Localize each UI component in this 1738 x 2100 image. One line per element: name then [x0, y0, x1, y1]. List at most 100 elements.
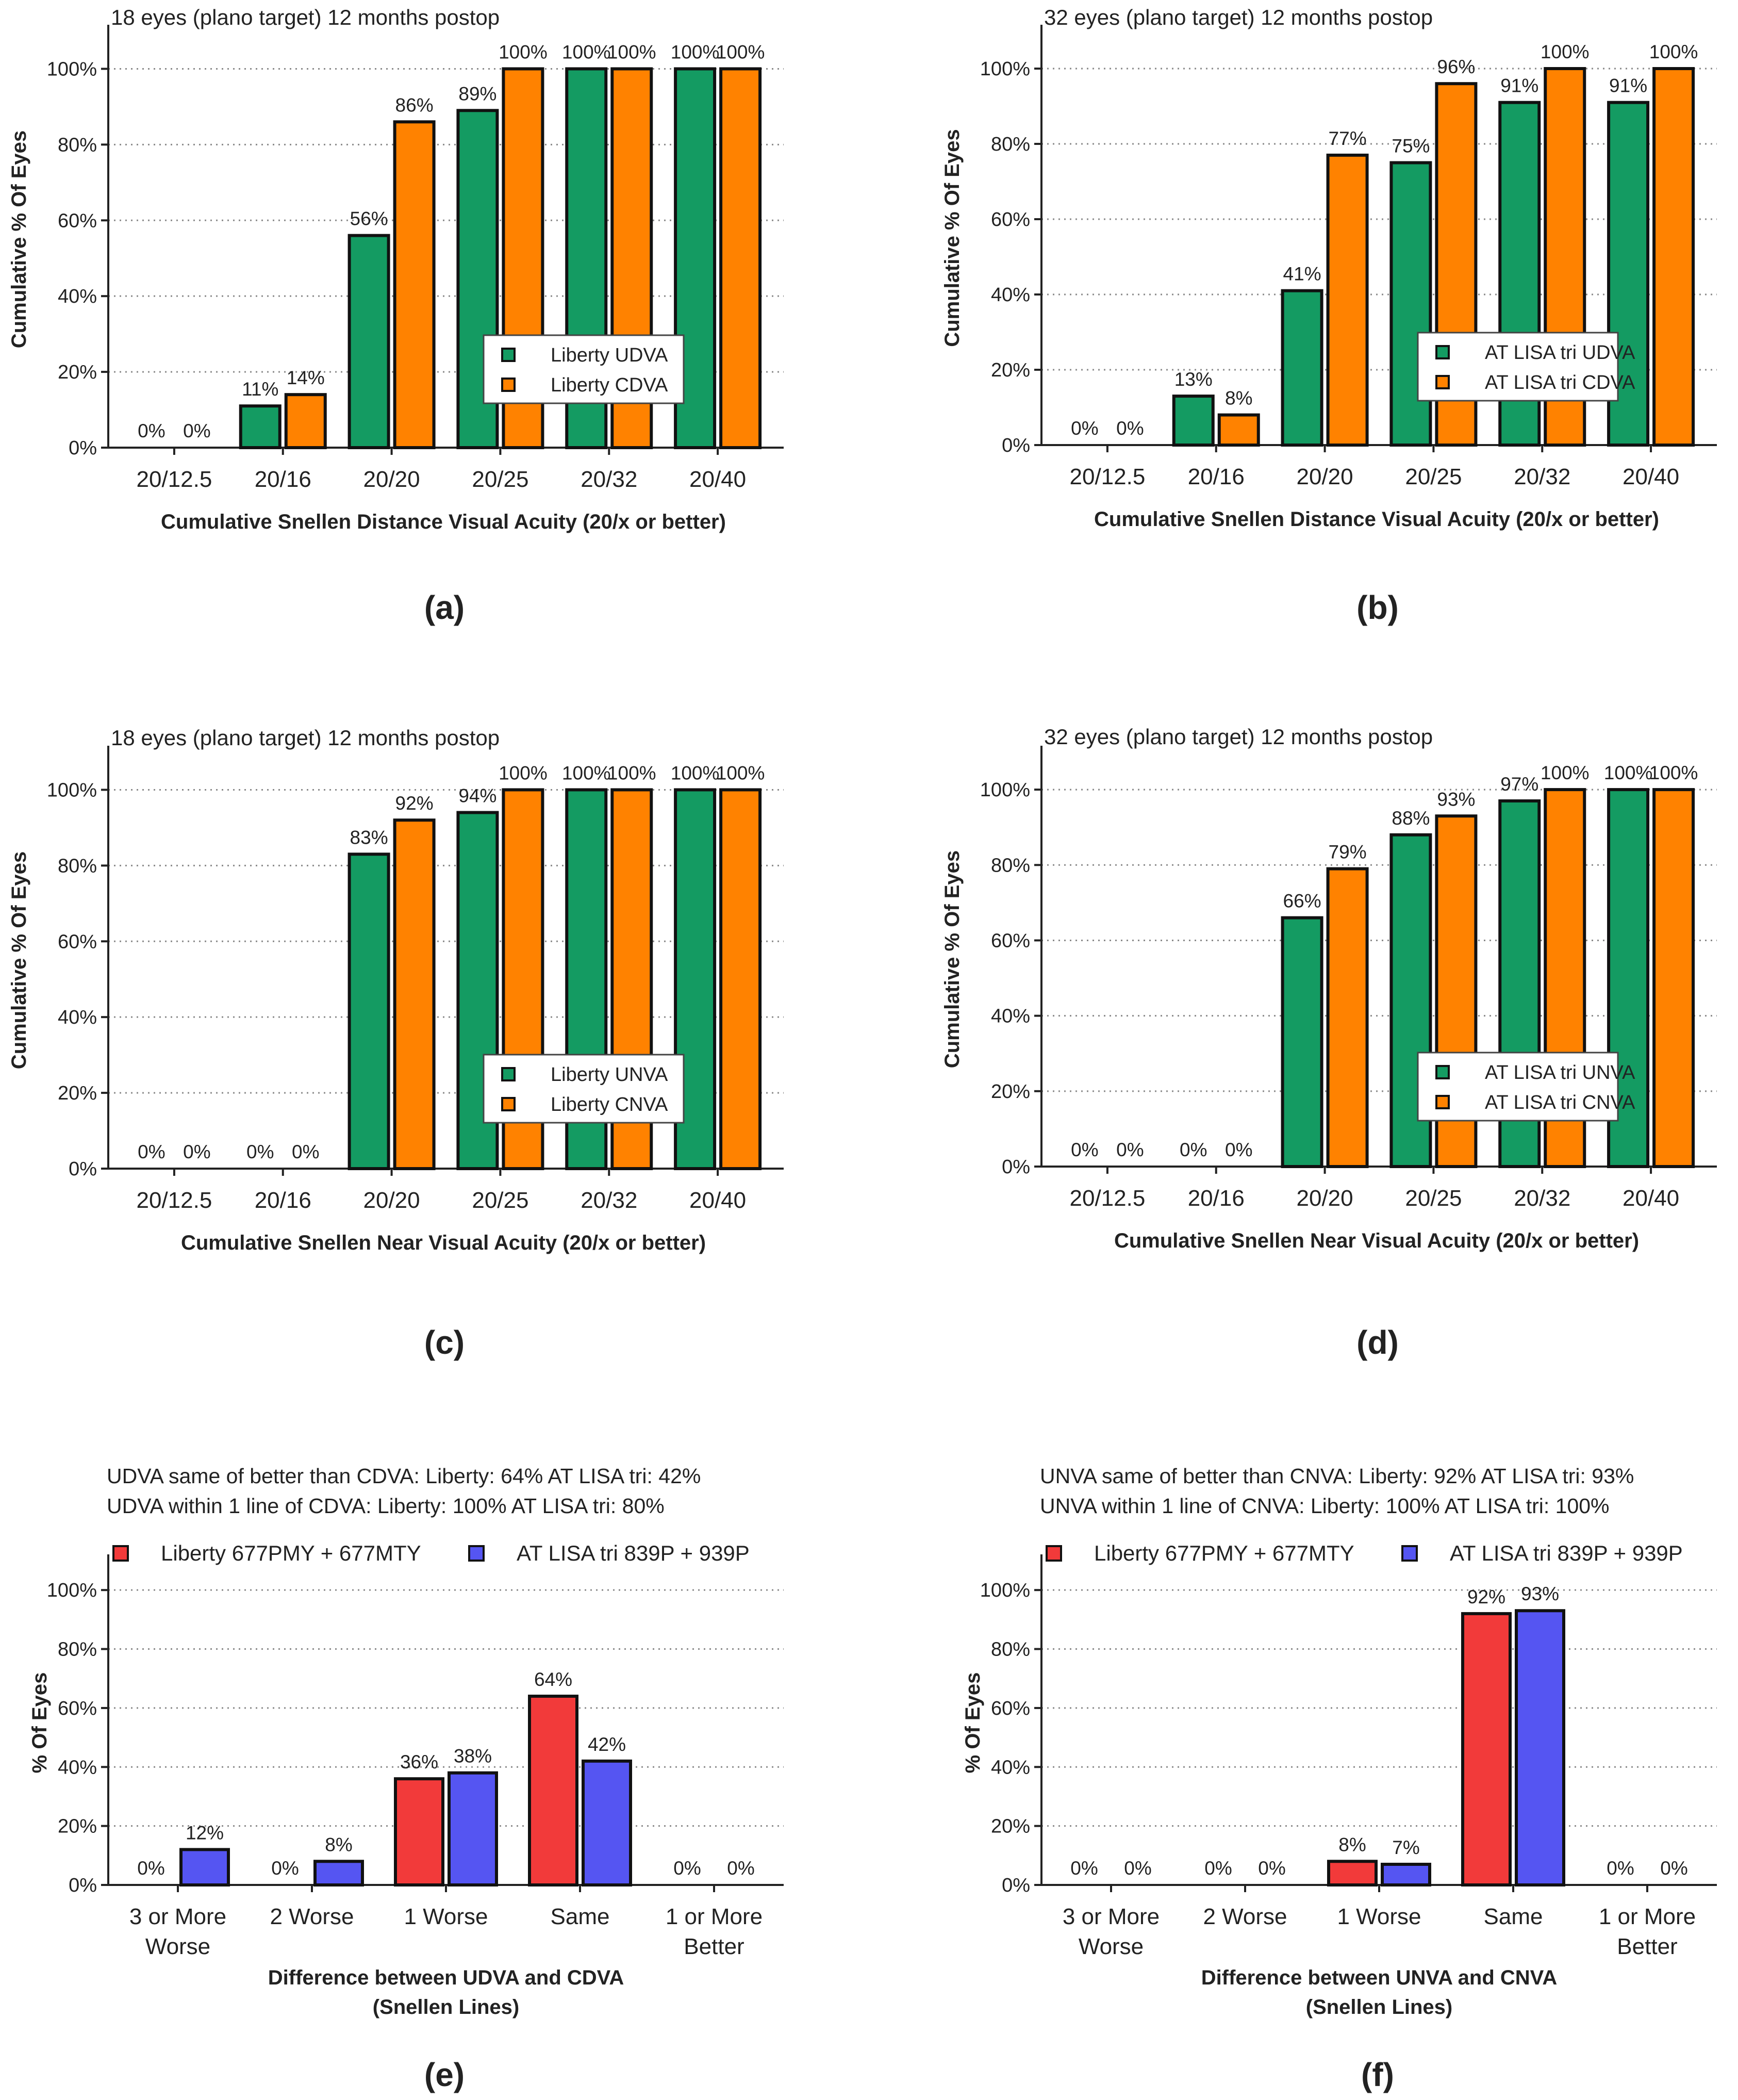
summary-note: UNVA within 1 line of CNVA: Liberty: 100… [1040, 1494, 1610, 1518]
data-label: 0% [138, 1141, 165, 1162]
x-tick-label: 20/12.5 [137, 467, 212, 492]
data-label: 11% [242, 379, 278, 400]
y-axis-label: Cumulative % Of Eyes [941, 850, 964, 1068]
y-tick-label: 60% [58, 210, 97, 232]
x-tick-label: 1 Worse [1337, 1904, 1421, 1929]
bar-liberty-udva [239, 404, 282, 450]
legend-swatch [1435, 345, 1450, 359]
y-tick-label: 60% [991, 209, 1030, 231]
x-axis-label: Cumulative Snellen Distance Visual Acuit… [161, 511, 726, 533]
x-tick-label: 20/20 [1297, 1186, 1353, 1211]
data-label: 100% [1649, 762, 1698, 783]
legend-label: AT LISA tri 839P + 939P [1450, 1541, 1683, 1565]
data-label: 100% [562, 41, 611, 62]
data-label: 93% [1521, 1583, 1559, 1604]
data-label: 0% [1607, 1858, 1634, 1879]
data-label: 7% [1392, 1837, 1419, 1858]
x-tick-label: 20/25 [1405, 1186, 1462, 1211]
data-label: 41% [1283, 264, 1321, 285]
legend-label: Liberty 677PMY + 677MTY [1094, 1541, 1354, 1565]
panel-label: (c) [424, 1324, 465, 1361]
data-label: 100% [1604, 762, 1653, 783]
y-tick-label: 80% [58, 855, 97, 877]
data-label: 100% [671, 762, 720, 783]
y-tick-label: 0% [69, 1158, 97, 1180]
data-label: 0% [138, 420, 165, 441]
x-tick-label: 20/40 [1623, 1186, 1679, 1211]
data-label: 83% [350, 827, 388, 848]
bar-at-lisa-tri-unva [1281, 916, 1323, 1168]
y-tick-label: 100% [980, 58, 1030, 80]
y-tick-label: 80% [991, 1639, 1030, 1661]
bar-at-lisa-tri-839p-939p [1515, 1609, 1565, 1886]
x-tick-label: 20/16 [255, 1188, 311, 1213]
data-label: 0% [1225, 1139, 1252, 1160]
chart-panel-a: 0% 20% 40% 60% 80% 100% 20/12.5 20/16 20/20 20/25… [8, 5, 784, 626]
x-tick-label: 20/40 [689, 467, 746, 492]
x-tick-label: 20/25 [472, 467, 528, 492]
bar-liberty-cdva [284, 393, 327, 449]
bar-at-lisa-tri-cnva [1652, 788, 1695, 1169]
legend-swatch [1435, 1095, 1450, 1109]
y-tick-label: 0% [1002, 435, 1030, 456]
data-label: 12% [186, 1822, 224, 1843]
data-label: 100% [499, 762, 548, 783]
data-label: 0% [1124, 1858, 1151, 1879]
x-tick-label: 20/32 [1514, 464, 1570, 489]
data-label: 42% [588, 1734, 626, 1755]
x-tick-label: 20/32 [581, 467, 637, 492]
y-tick-label: 60% [991, 930, 1030, 951]
summary-note: UDVA same of better than CDVA: Liberty: … [107, 1464, 701, 1488]
y-tick-label: 60% [58, 1698, 97, 1719]
legend-box [1417, 332, 1619, 402]
bar-liberty-cdva [393, 120, 436, 450]
y-axis-label: Cumulative % Of Eyes [941, 129, 964, 347]
x-tick-label: 20/20 [1297, 464, 1353, 489]
data-label: 100% [499, 41, 548, 62]
chart-panel-e: 0% 20% 40% 60% 80% 100% 3 or More Worse 2 Worse 1… [28, 1464, 784, 2093]
data-label: 13% [1174, 369, 1213, 390]
bar-at-lisa-tri-839p-939p [1381, 1862, 1431, 1886]
data-label: 79% [1329, 842, 1367, 863]
bar-liberty-677pmy-677mty [528, 1695, 578, 1886]
x-tick-label: 20/40 [689, 1188, 746, 1213]
y-tick-label: 20% [991, 1081, 1030, 1103]
data-label: 93% [1437, 789, 1475, 810]
chart-panel-b: 0% 20% 40% 60% 80% 100% 20/12.5 20/16 20/20 20/25… [941, 5, 1717, 626]
data-label: 36% [400, 1751, 438, 1773]
x-tick-label: 1 or More [1599, 1904, 1696, 1929]
data-label: 0% [1660, 1858, 1687, 1879]
y-tick-label: 100% [47, 58, 97, 80]
bar-liberty-udva [347, 234, 390, 449]
data-label: 100% [716, 41, 765, 62]
x-tick-label: 20/16 [1188, 464, 1245, 489]
panel-label: (d) [1356, 1324, 1399, 1361]
data-label: 97% [1500, 774, 1538, 795]
y-tick-label: 0% [69, 437, 97, 459]
chart-panel-d: 0% 20% 40% 60% 80% 100% 20/12.5 20/16 20/20 20/25… [941, 725, 1717, 1361]
legend-label: AT LISA tri UNVA [1485, 1062, 1635, 1084]
x-axis-label: Difference between UNVA and CNVA [1201, 1966, 1558, 1989]
bar-at-lisa-tri-839p-939p [313, 1860, 364, 1887]
data-label: 86% [395, 94, 434, 116]
bar-at-lisa-tri-839p-939p [582, 1759, 632, 1887]
legend-swatch [501, 1067, 516, 1081]
data-label: 38% [454, 1746, 492, 1767]
x-tick-label: 20/16 [255, 467, 311, 492]
bar-at-lisa-tri-839p-939p [448, 1771, 498, 1886]
data-label: 88% [1392, 808, 1430, 829]
x-tick-label: Same [1484, 1904, 1543, 1929]
data-label: 92% [395, 793, 434, 814]
legend-swatch [112, 1545, 129, 1562]
legend-label: AT LISA tri CNVA [1485, 1092, 1635, 1113]
data-label: 91% [1500, 75, 1538, 96]
x-tick-label: 20/16 [1188, 1186, 1245, 1211]
x-tick-label: 20/40 [1623, 464, 1679, 489]
x-tick-label: 20/20 [363, 1188, 420, 1213]
x-tick-label: 20/32 [581, 1188, 637, 1213]
bar-liberty-unva [347, 852, 390, 1170]
panel-label: (e) [424, 2056, 465, 2093]
data-label: 91% [1609, 75, 1647, 96]
y-tick-label: 80% [991, 134, 1030, 155]
bar-at-lisa-tri-udva [1281, 289, 1323, 447]
